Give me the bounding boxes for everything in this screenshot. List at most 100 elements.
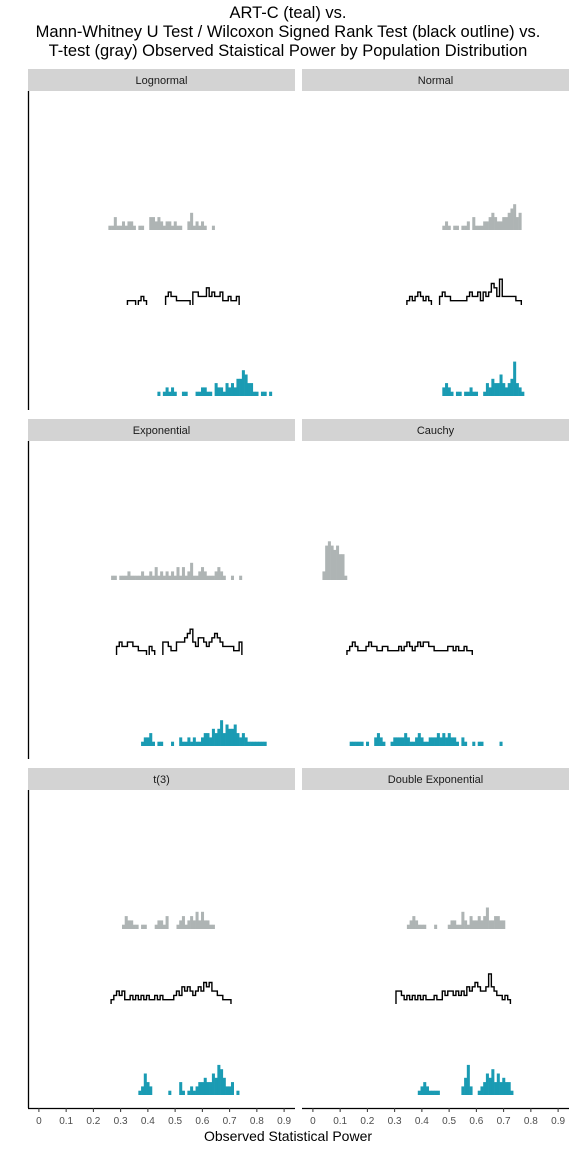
ttest-histogram xyxy=(111,562,243,580)
artc-bar xyxy=(428,737,432,746)
artc-bar xyxy=(138,1090,142,1095)
ttest-bar xyxy=(203,920,207,929)
x-tick-label: 0.9 xyxy=(551,1116,565,1127)
artc-bar xyxy=(494,383,498,396)
ttest-bar xyxy=(195,575,199,580)
artc-bar xyxy=(247,741,251,746)
ttest-bar xyxy=(111,575,115,580)
artc-bar xyxy=(461,737,465,746)
artc-bar xyxy=(360,741,364,746)
mwu-outline xyxy=(192,287,240,305)
artc-histogram xyxy=(157,370,273,396)
ttest-bar xyxy=(504,217,508,230)
ttest-bar xyxy=(475,225,479,230)
ttest-bar xyxy=(135,924,139,929)
mwu-outline xyxy=(115,641,148,655)
ttest-bar xyxy=(111,225,115,230)
ttest-bar xyxy=(149,571,153,580)
artc-bar xyxy=(504,387,508,396)
ttest-bar xyxy=(453,225,457,230)
artc-bar xyxy=(171,387,175,396)
artc-bar xyxy=(464,741,468,746)
artc-bar xyxy=(192,1090,196,1095)
ttest-bar xyxy=(138,575,142,580)
artc-bar xyxy=(491,378,495,396)
artc-bar xyxy=(187,1090,191,1095)
ttest-bar xyxy=(181,567,185,580)
artc-histogram xyxy=(417,1064,514,1095)
x-tick-label: 0.8 xyxy=(524,1116,538,1127)
artc-bar xyxy=(141,1086,145,1095)
artc-bar xyxy=(483,1082,487,1095)
facet-strip-label: Normal xyxy=(418,75,453,87)
artc-bar xyxy=(436,1090,440,1095)
artc-bar xyxy=(401,737,405,746)
artc-bar xyxy=(431,737,435,746)
artc-bar xyxy=(442,387,446,396)
artc-bar xyxy=(417,1090,421,1095)
ttest-bar xyxy=(121,575,126,580)
ttest-bar xyxy=(195,221,199,230)
panel-normal: Normal xyxy=(302,69,569,396)
ttest-bar xyxy=(165,221,169,230)
ttest-bar xyxy=(209,575,213,580)
x-tick-label: 0.4 xyxy=(415,1116,429,1127)
artc-bar xyxy=(466,1064,470,1095)
x-tick-label: 0.1 xyxy=(59,1116,73,1127)
facet-strip xyxy=(28,768,295,790)
ttest-bar xyxy=(415,920,419,929)
ttest-bar xyxy=(417,924,421,929)
ttest-bar xyxy=(220,571,224,580)
artc-histogram xyxy=(141,720,267,746)
ttest-bar xyxy=(179,575,183,580)
artc-bar xyxy=(217,387,221,396)
ttest-bar xyxy=(154,924,158,929)
ttest-bar xyxy=(483,221,487,230)
artc-bar xyxy=(398,737,402,746)
artc-bar xyxy=(206,391,210,396)
ttest-bar xyxy=(464,225,468,230)
artc-bar xyxy=(217,728,221,746)
ttest-bar xyxy=(168,575,172,580)
artc-bar xyxy=(222,391,226,396)
ttest-bar xyxy=(198,920,202,929)
ttest-bar xyxy=(211,924,215,929)
ttest-bar xyxy=(141,924,145,929)
artc-bar xyxy=(173,391,177,396)
ttest-bar xyxy=(195,911,199,929)
artc-bar xyxy=(409,741,413,746)
ttest-bar xyxy=(149,217,153,230)
ttest-bar xyxy=(176,924,180,929)
x-tick-label: 0.3 xyxy=(388,1116,402,1127)
ttest-bar xyxy=(496,916,500,929)
ttest-bar xyxy=(412,916,416,929)
ttest-bar xyxy=(327,541,331,580)
ttest-bar xyxy=(160,221,164,230)
artc-bar xyxy=(203,733,207,746)
facet-strip-label: t(3) xyxy=(153,774,170,786)
artc-bar xyxy=(141,741,145,746)
mwu-outline xyxy=(148,645,156,655)
ttest-bar xyxy=(239,575,243,580)
ttest-bar xyxy=(475,920,479,929)
ttest-bar xyxy=(113,575,117,580)
ttest-bar xyxy=(502,920,506,929)
artc-bar xyxy=(442,733,446,746)
ttest-bar xyxy=(477,225,481,230)
artc-bar xyxy=(146,1082,150,1095)
ttest-bar xyxy=(488,920,492,929)
artc-bar xyxy=(198,741,202,746)
artc-bar xyxy=(507,383,511,396)
artc-bar xyxy=(165,387,169,396)
ttest-bar xyxy=(496,221,500,230)
artc-bar xyxy=(455,741,459,746)
mwu-outline xyxy=(126,300,137,305)
artc-bar xyxy=(228,1086,232,1095)
ttest-bar xyxy=(151,217,155,230)
ttest-bar xyxy=(130,221,134,230)
panel-t-3-: t(3) 0 0.1 0.2 0.3 0.4 0.5 0.6 0.7 0.8 0.9 xyxy=(27,768,295,1127)
artc-bar xyxy=(496,1073,500,1095)
ttest-bar xyxy=(143,924,147,929)
ttest-histogram xyxy=(322,541,348,580)
artc-bar xyxy=(184,391,188,396)
